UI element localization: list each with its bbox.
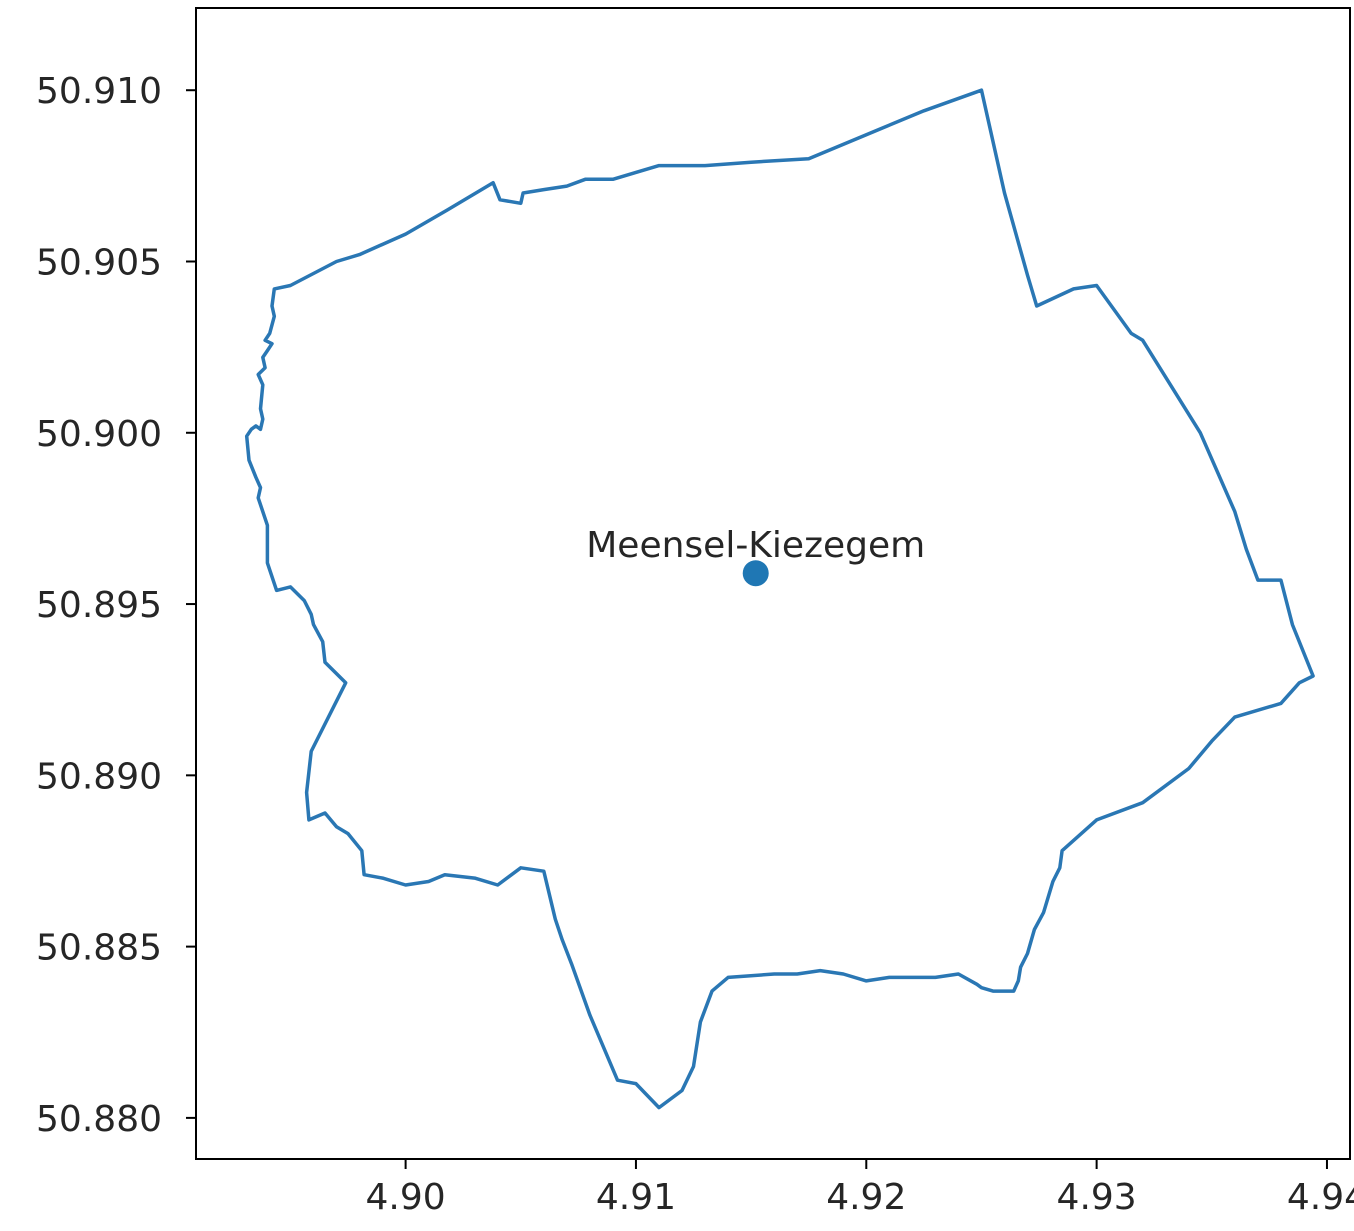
y-tick-label: 50.900 <box>36 414 162 455</box>
y-tick-label: 50.910 <box>36 71 162 112</box>
x-tick-label: 4.92 <box>826 1177 906 1218</box>
municipality-boundary <box>244 88 1315 1110</box>
y-axis: 50.880 50.885 50.890 50.895 50.900 50.905 50.9… <box>36 71 196 1140</box>
x-tick-label: 4.93 <box>1057 1177 1137 1218</box>
x-axis: 4.90 4.91 4.92 4.93 4.94 <box>366 1159 1354 1218</box>
y-tick-label: 50.880 <box>36 1099 162 1140</box>
centroid-point <box>742 560 769 587</box>
x-tick-label: 4.94 <box>1287 1177 1354 1218</box>
axes-frame <box>195 7 1351 1160</box>
y-tick-label: 50.885 <box>36 928 162 969</box>
centroid-label: Meensel-Kiezegem <box>586 525 925 566</box>
y-tick-label: 50.890 <box>36 756 162 797</box>
y-tick-label: 50.895 <box>36 585 162 626</box>
x-tick-label: 4.90 <box>366 1177 446 1218</box>
y-tick-label: 50.905 <box>36 242 162 283</box>
x-tick-label: 4.91 <box>596 1177 676 1218</box>
plot-area: Meensel-Kiezegem <box>244 88 1315 1110</box>
